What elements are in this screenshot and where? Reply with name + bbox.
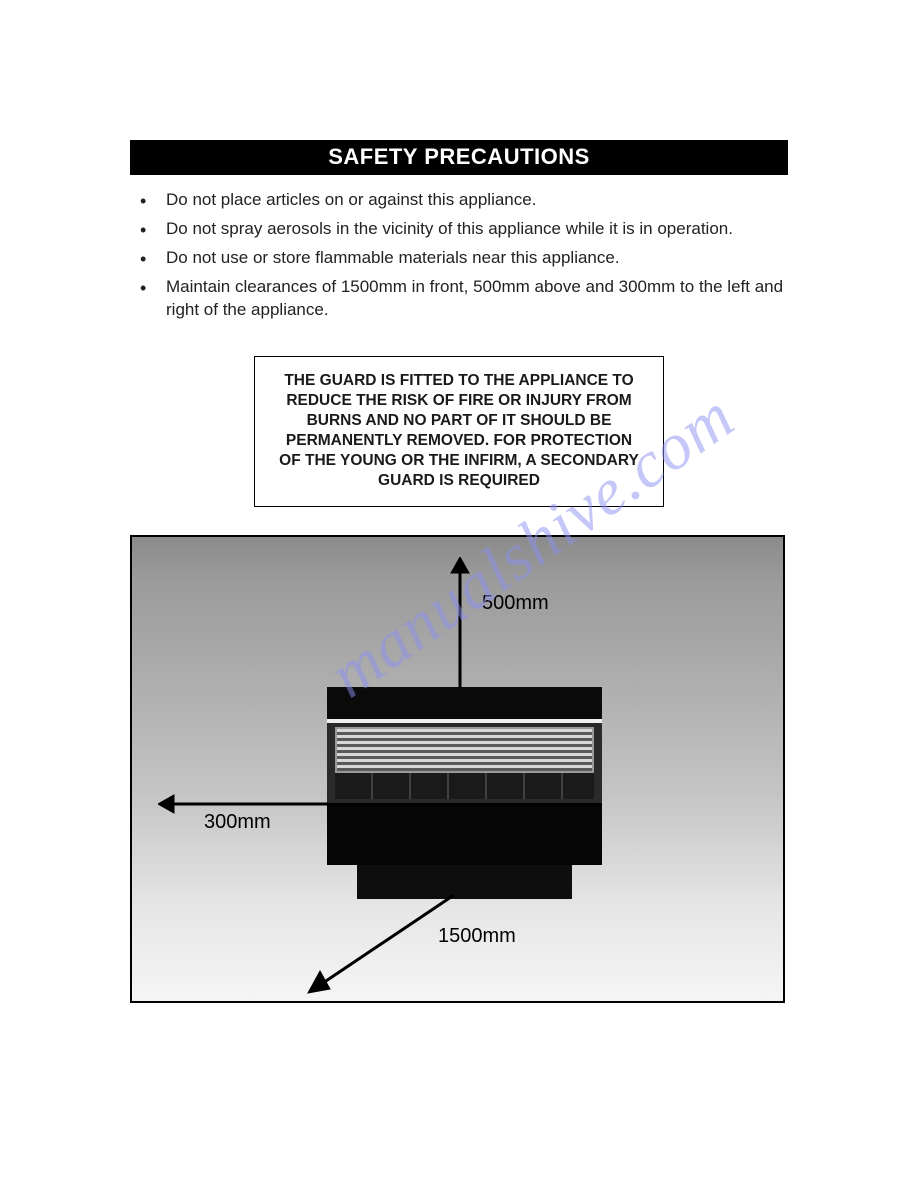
heater-appliance — [327, 687, 602, 887]
heater-body — [327, 807, 602, 865]
clearance-top-label: 500mm — [482, 592, 549, 615]
precaution-item: Maintain clearances of 1500mm in front, … — [134, 276, 788, 328]
guard-warning-box: THE GUARD IS FITTED TO THE APPLIANCE TO … — [254, 356, 664, 507]
arrow-up — [447, 557, 473, 687]
precaution-item: Do not use or store flammable materials … — [134, 247, 788, 276]
heater-grill — [327, 719, 602, 807]
precaution-item: Do not place articles on or against this… — [134, 189, 788, 218]
page-title: SAFETY PRECAUTIONS — [130, 140, 788, 175]
heater-top-panel — [327, 687, 602, 719]
clearance-left-label: 300mm — [204, 811, 271, 834]
clearance-front-label: 1500mm — [438, 925, 516, 948]
clearance-diagram: 500mm 300mm 1500mm — [130, 535, 785, 1003]
precautions-list: Do not place articles on or against this… — [130, 189, 788, 328]
precaution-item: Do not spray aerosols in the vicinity of… — [134, 218, 788, 247]
